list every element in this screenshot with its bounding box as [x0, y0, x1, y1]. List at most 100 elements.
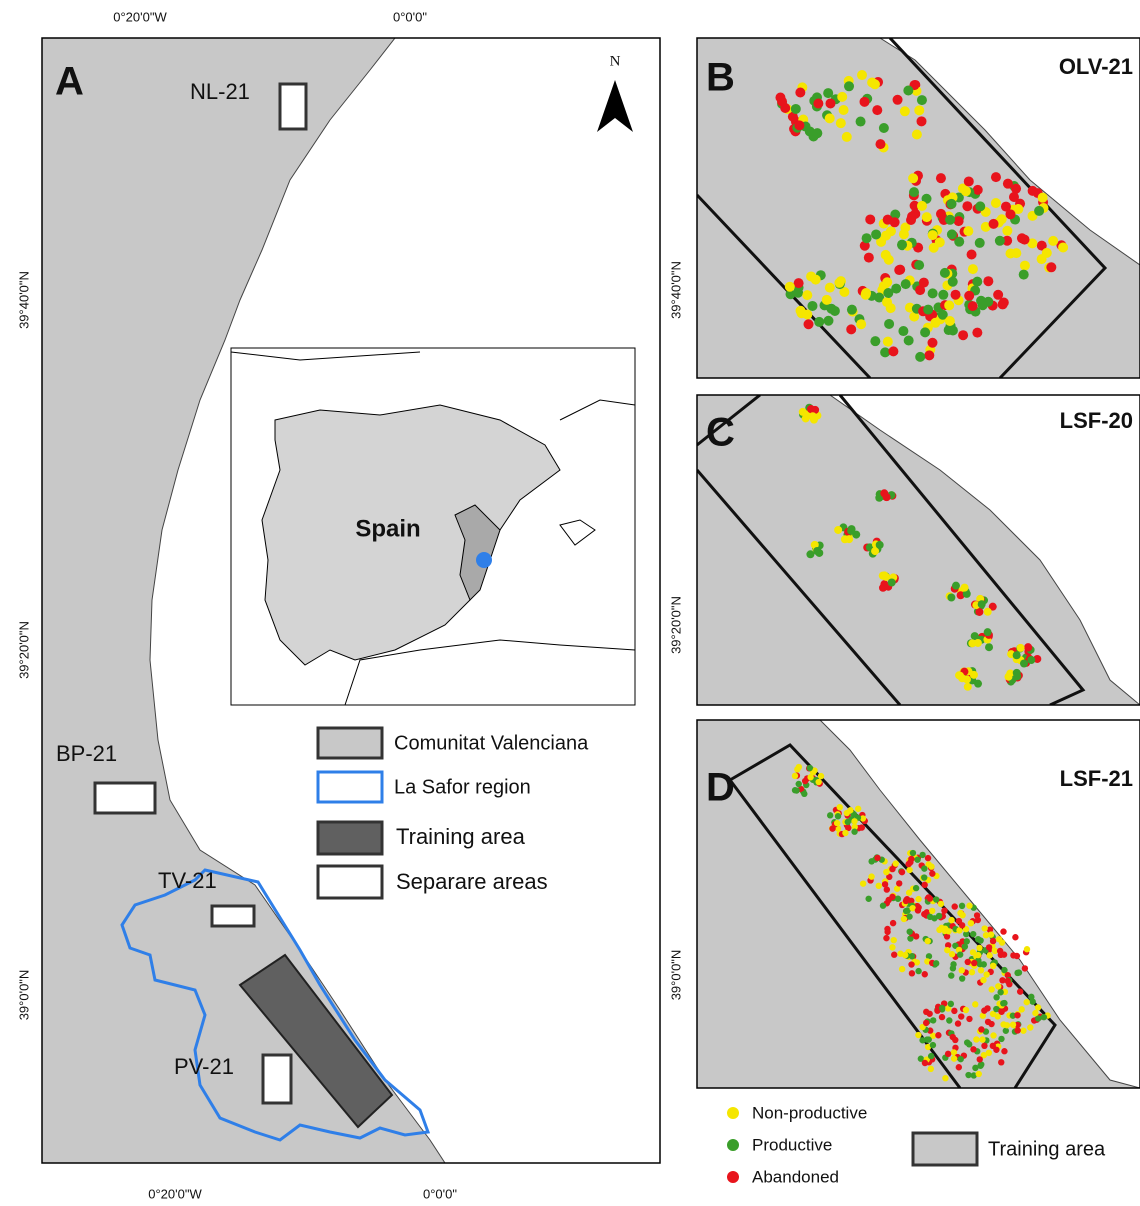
site-point — [886, 873, 893, 881]
site-point — [921, 212, 932, 223]
site-point — [979, 1012, 987, 1019]
site-point — [913, 959, 921, 966]
site-point — [887, 578, 896, 587]
site-point — [802, 290, 813, 301]
site-point — [938, 1013, 946, 1021]
site-point — [924, 958, 931, 965]
site-point — [1009, 1012, 1017, 1019]
site-point — [983, 607, 992, 616]
site-point — [1014, 1021, 1021, 1029]
site-point — [972, 1001, 979, 1008]
site-point — [1058, 242, 1069, 253]
site-point — [939, 267, 950, 278]
site-point — [999, 977, 1006, 984]
site-point — [880, 347, 891, 358]
site-point — [921, 874, 928, 881]
area-label: TV-21 — [158, 868, 217, 893]
site-point — [981, 1007, 988, 1014]
site-point — [879, 902, 887, 909]
site-point — [922, 1019, 930, 1027]
site-point — [943, 325, 954, 336]
site-point — [899, 106, 910, 117]
site-point — [968, 969, 976, 976]
site-point — [946, 198, 957, 209]
site-point — [855, 116, 866, 127]
site-point — [859, 815, 867, 822]
site-point — [1015, 969, 1023, 976]
site-point — [909, 904, 916, 912]
site-point — [851, 828, 858, 835]
site-point — [1002, 178, 1013, 189]
site-point — [941, 907, 948, 914]
panel-letter: A — [55, 60, 84, 104]
site-point — [837, 91, 848, 102]
site-point — [1002, 235, 1013, 246]
site-point — [1001, 1048, 1008, 1055]
site-point — [902, 907, 910, 915]
site-point — [903, 85, 914, 96]
site-point — [875, 540, 884, 549]
site-point — [857, 70, 868, 81]
site-point — [810, 274, 821, 285]
site-point — [957, 1055, 964, 1063]
site-point — [1012, 651, 1021, 660]
site-point — [1020, 1027, 1027, 1034]
site-point — [998, 1059, 1005, 1066]
site-point — [806, 764, 814, 772]
site-point — [934, 237, 945, 248]
site-point — [851, 823, 858, 831]
site-point — [905, 889, 913, 896]
site-point — [980, 1051, 988, 1059]
site-point — [963, 176, 974, 187]
site-point — [821, 294, 832, 305]
site-point — [1004, 672, 1013, 681]
site-point — [951, 581, 960, 590]
site-point — [906, 913, 913, 920]
site-point — [1020, 659, 1029, 668]
site-point — [943, 933, 951, 940]
site-point — [949, 1033, 956, 1041]
site-point — [908, 961, 915, 968]
legend-label: Non-productive — [752, 1103, 867, 1122]
site-point — [929, 1032, 937, 1039]
site-point — [958, 975, 966, 982]
site-point — [1004, 977, 1011, 985]
site-point — [932, 896, 940, 903]
site-point — [942, 1074, 949, 1082]
legend-label: Training area — [396, 824, 526, 849]
site-point — [826, 812, 834, 819]
site-point — [874, 854, 881, 862]
site-point — [985, 944, 993, 951]
site-point — [964, 1039, 971, 1046]
site-point — [961, 943, 969, 950]
site-point — [1036, 240, 1047, 251]
site-point — [907, 211, 918, 222]
site-point — [914, 105, 925, 116]
site-point — [964, 290, 975, 301]
site-point — [908, 173, 919, 184]
site-point — [833, 819, 841, 827]
site-point — [942, 925, 949, 932]
site-point — [860, 289, 871, 300]
site-point — [906, 866, 913, 874]
site-point — [1013, 204, 1024, 215]
site-point — [900, 279, 911, 290]
site-point — [897, 239, 908, 250]
site-point — [871, 547, 880, 556]
site-point — [885, 303, 896, 314]
site-point — [924, 937, 931, 945]
site-point — [1013, 672, 1022, 681]
site-point — [834, 813, 842, 820]
north-label: N — [610, 53, 621, 69]
site-point — [993, 289, 1004, 300]
site-point — [1001, 966, 1008, 974]
site-point — [916, 116, 927, 127]
legend-label: Training area — [988, 1138, 1106, 1160]
site-point — [883, 254, 894, 265]
site-point — [967, 919, 975, 927]
site-point — [990, 198, 1001, 209]
site-point — [859, 240, 870, 251]
site-point — [987, 931, 995, 938]
site-point — [973, 912, 981, 919]
site-point — [953, 216, 964, 227]
